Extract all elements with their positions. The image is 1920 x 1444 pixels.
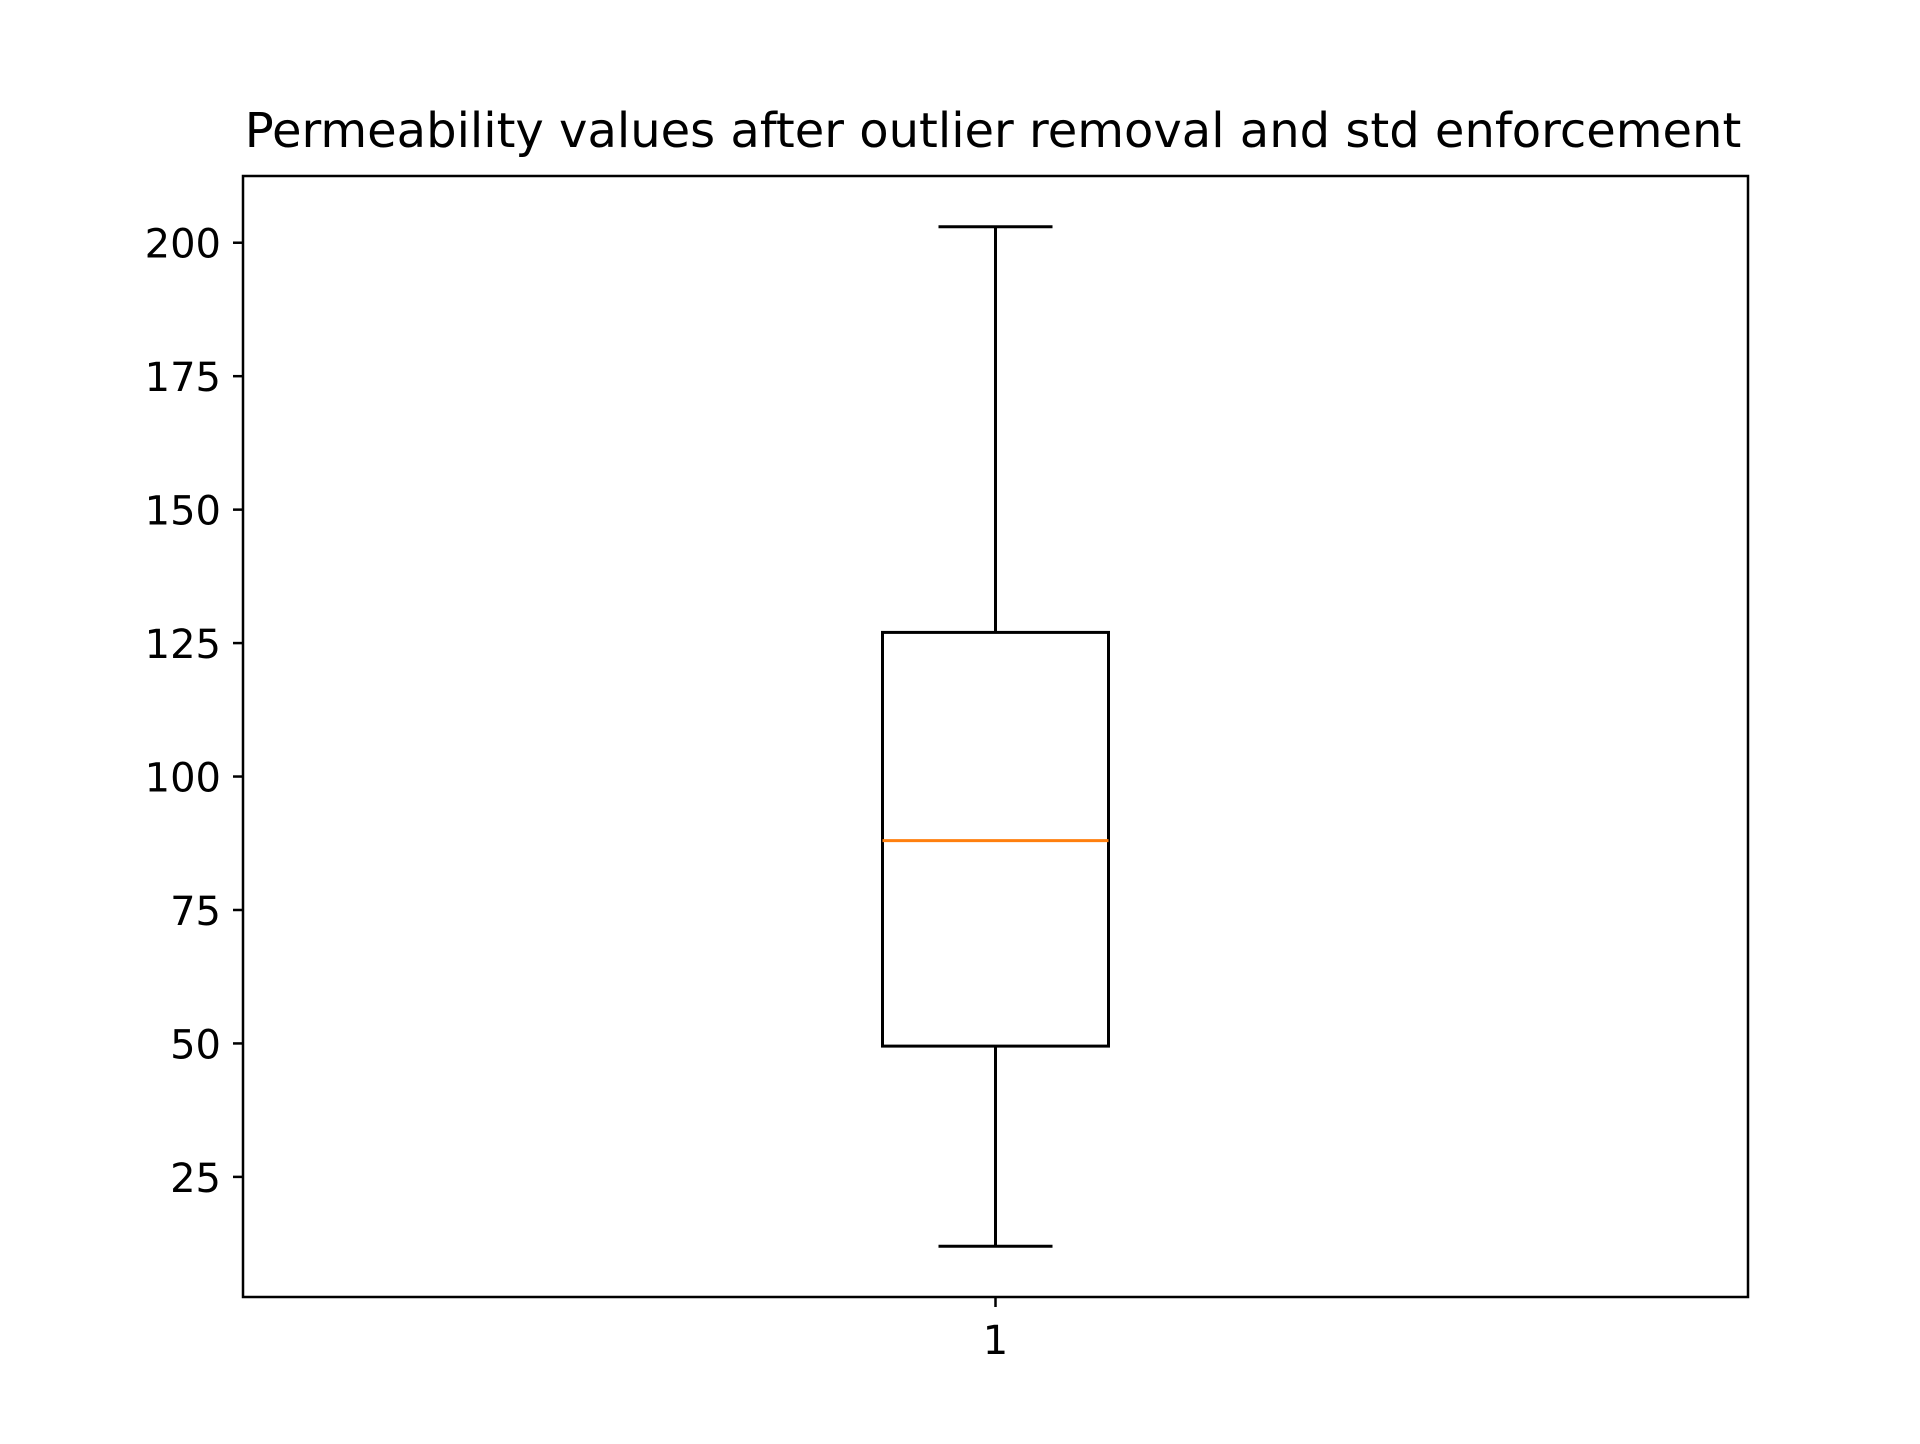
x-axis: 1 (983, 1297, 1008, 1364)
y-tick-label: 75 (170, 889, 221, 935)
y-tick-label: 200 (145, 222, 221, 268)
y-tick-label: 50 (170, 1022, 221, 1068)
y-tick-label: 125 (145, 622, 221, 668)
y-axis: 25 50 75 100 125 150 175 200 (145, 222, 243, 1202)
box-plot-series (881, 225, 1110, 1248)
y-tick-label: 175 (145, 355, 221, 401)
x-tick-label: 1 (983, 1318, 1008, 1364)
y-tick-label: 100 (145, 756, 221, 802)
chart-title: Permeability values after outlier remova… (245, 103, 1742, 159)
y-tick-label: 150 (145, 489, 221, 535)
y-tick-label: 25 (170, 1156, 221, 1202)
